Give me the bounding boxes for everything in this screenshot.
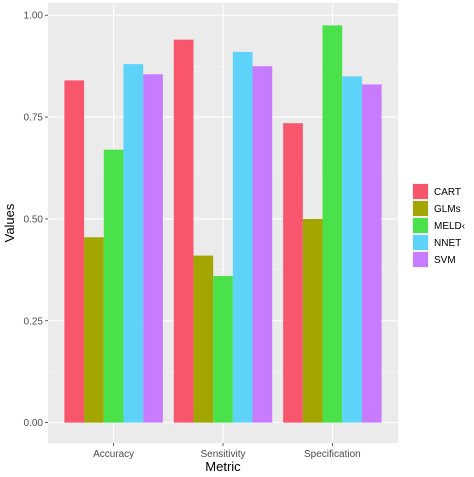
bar-meld-accuracy (103, 149, 124, 423)
bar-glms-specification (302, 218, 323, 423)
legend-key-meld (413, 218, 428, 233)
bar-glms-accuracy (84, 237, 104, 423)
legend-key-cart (413, 184, 428, 199)
bar-meld-sensitivity (213, 275, 233, 423)
x-axis-ticks: Accuracy Sensitivity Specification (93, 443, 361, 460)
bar-svm-specification (361, 84, 382, 423)
x-tick-label: Accuracy (93, 449, 134, 460)
bar-nnet-specification (342, 76, 362, 423)
bar-glms-sensitivity (193, 255, 214, 423)
bars (64, 25, 382, 423)
bar-cart-sensitivity (173, 39, 194, 423)
bar-nnet-sensitivity (232, 51, 253, 423)
y-tick-label: 1.00 (24, 11, 44, 22)
bar-nnet-accuracy (123, 64, 144, 423)
bar-cart-specification (283, 123, 303, 423)
legend: CART GLMs MELD‹ NNET SVM (412, 183, 465, 268)
legend-label: SVM (434, 255, 456, 266)
bar-cart-accuracy (64, 80, 85, 423)
legend-key-nnet (413, 235, 428, 250)
bar-svm-sensitivity (252, 66, 273, 423)
y-tick-label: 0.00 (24, 418, 44, 429)
x-tick-label: Sensitivity (200, 449, 245, 460)
legend-label: NNET (434, 238, 461, 249)
y-tick-label: 0.25 (24, 316, 44, 327)
y-axis-title: Values (2, 203, 17, 242)
y-tick-label: 0.75 (24, 113, 44, 124)
y-tick-label: 0.50 (24, 214, 44, 225)
legend-label: GLMs (434, 204, 461, 215)
x-axis-title: Metric (205, 459, 241, 474)
bar-meld-specification (322, 25, 343, 423)
x-tick-label: Specification (304, 449, 361, 460)
legend-label: CART (434, 187, 461, 198)
bar-svm-accuracy (143, 74, 163, 423)
legend-key-glms (413, 201, 428, 216)
legend-key-svm (413, 252, 428, 267)
y-axis-ticks: 0.00 0.25 0.50 0.75 1.00 (24, 11, 48, 429)
legend-label: MELD‹ (434, 221, 465, 232)
